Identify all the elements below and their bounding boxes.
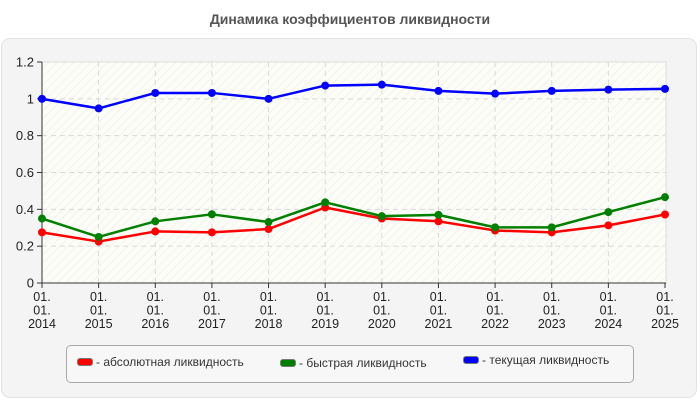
svg-text:01.: 01. [203,304,220,318]
svg-text:2023: 2023 [538,317,566,331]
svg-text:0.6: 0.6 [16,165,34,180]
series-lines [38,80,669,246]
svg-text:01.: 01. [543,304,560,318]
legend-label: - абсолютная ликвидность [96,355,244,369]
svg-text:2022: 2022 [481,317,509,331]
svg-text:01.: 01. [373,304,390,318]
svg-text:01.: 01. [543,290,560,304]
svg-text:2020: 2020 [368,317,396,331]
svg-text:01.: 01. [90,304,107,318]
svg-text:2015: 2015 [85,317,113,331]
svg-text:1: 1 [27,91,34,106]
svg-text:01.: 01. [373,290,390,304]
svg-text:01.: 01. [260,290,277,304]
svg-text:01.: 01. [600,290,617,304]
legend-swatch-red [77,358,93,366]
legend-label: - текущая ликвидность [482,353,610,367]
svg-text:01.: 01. [656,290,673,304]
legend-label: - быстрая ликвидность [299,356,427,370]
svg-text:2021: 2021 [425,317,453,331]
svg-text:01.: 01. [316,290,333,304]
legend-item-current: - текущая ликвидность [463,353,609,367]
legend-swatch-blue [463,356,479,364]
svg-text:01.: 01. [656,304,673,318]
svg-text:01.: 01. [33,290,50,304]
legend-swatch-green [280,359,296,367]
svg-text:0.4: 0.4 [16,202,34,217]
svg-text:1.2: 1.2 [16,55,34,70]
svg-text:2017: 2017 [198,317,226,331]
svg-text:01.: 01. [147,304,164,318]
svg-text:01.: 01. [316,304,333,318]
legend-item-absolute: - абсолютная ликвидность [77,355,244,369]
svg-text:2016: 2016 [141,317,169,331]
gridlines [42,62,665,283]
svg-text:01.: 01. [430,304,447,318]
svg-text:01.: 01. [147,290,164,304]
svg-text:01.: 01. [486,304,503,318]
svg-text:2018: 2018 [255,317,283,331]
axes: 00.20.40.60.811.201.01.201401.01.201501.… [16,55,679,332]
svg-text:0.8: 0.8 [16,128,34,143]
legend: - абсолютная ликвидность - быстрая ликви… [66,345,634,383]
svg-text:2019: 2019 [311,317,339,331]
svg-text:01.: 01. [260,304,277,318]
chart-title: Динамика коэффициентов ликвидности [209,11,491,27]
svg-text:01.: 01. [90,290,107,304]
svg-text:01.: 01. [203,290,220,304]
svg-text:2025: 2025 [651,317,679,331]
svg-text:01.: 01. [430,290,447,304]
svg-text:2014: 2014 [28,317,56,331]
svg-text:0.2: 0.2 [16,239,34,254]
svg-text:01.: 01. [600,304,617,318]
svg-text:0: 0 [27,276,34,291]
svg-text:01.: 01. [486,290,503,304]
legend-item-quick: - быстрая ликвидность [280,356,427,370]
svg-text:01.: 01. [33,304,50,318]
svg-text:2024: 2024 [594,317,622,331]
